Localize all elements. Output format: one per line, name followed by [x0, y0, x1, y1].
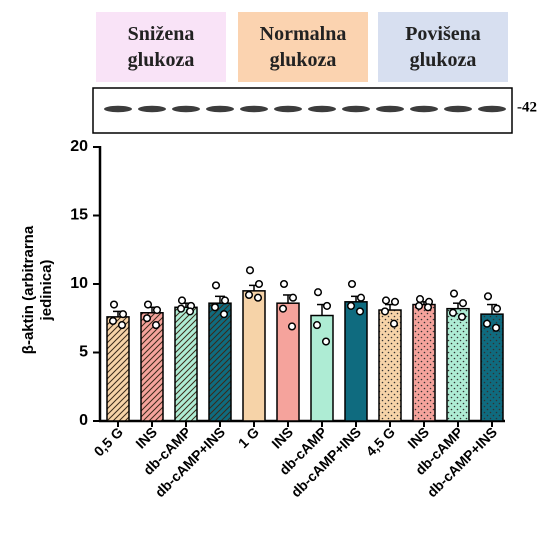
data-point — [355, 307, 365, 316]
bar — [174, 306, 198, 422]
data-point — [177, 296, 187, 305]
data-point — [118, 310, 128, 319]
x-tick-label: 4,5 G — [363, 424, 399, 460]
x-tick-label: INS — [132, 424, 160, 452]
data-point — [346, 301, 356, 310]
data-point — [415, 295, 425, 304]
data-point — [312, 321, 322, 330]
data-point — [414, 301, 424, 310]
data-point — [390, 297, 400, 306]
data-point — [108, 316, 118, 326]
error-bar — [215, 295, 225, 304]
y-axis-label: β-aktin (arbitrarna jedinica) — [20, 225, 55, 355]
data-point — [117, 321, 127, 330]
data-point — [449, 289, 459, 298]
data-point — [347, 279, 357, 289]
blot-band — [342, 105, 370, 113]
group-header: Normalna glukoza — [238, 12, 368, 82]
error-bar — [487, 303, 497, 315]
data-point — [381, 296, 391, 305]
data-point — [151, 321, 161, 330]
bar — [480, 313, 504, 422]
x-tick-label: INS — [268, 424, 296, 452]
data-point — [458, 299, 468, 308]
data-point — [142, 314, 152, 323]
data-point — [143, 300, 153, 309]
data-point — [492, 304, 502, 313]
data-point — [321, 337, 331, 346]
data-point — [457, 312, 467, 321]
y-tick-label: 5 — [79, 344, 88, 361]
blot-band — [138, 105, 166, 113]
data-point — [491, 323, 501, 332]
blot-band — [104, 105, 132, 113]
data-point — [380, 307, 390, 316]
group-header: Snižena glukoza — [96, 12, 226, 82]
x-tick-label: 0,5 G — [91, 424, 127, 460]
x-tick-label: INS — [404, 424, 432, 452]
bar — [310, 314, 334, 422]
data-point — [448, 308, 458, 317]
blot-band — [240, 105, 268, 113]
data-point — [356, 293, 366, 302]
y-tick-label: 15 — [70, 207, 88, 224]
bar — [106, 316, 130, 422]
blot-band — [478, 105, 506, 113]
blot-band — [172, 105, 200, 113]
data-point — [176, 304, 186, 313]
data-point — [254, 279, 264, 289]
data-point — [185, 307, 195, 316]
data-point — [219, 310, 229, 319]
data-point — [288, 293, 298, 302]
data-point — [389, 319, 399, 328]
data-point — [278, 304, 288, 313]
bar — [140, 312, 164, 422]
bar — [378, 309, 402, 422]
blot-band — [274, 105, 302, 113]
blot-band — [206, 105, 234, 113]
bar — [344, 301, 368, 422]
data-point — [482, 319, 492, 328]
y-tick-label: 20 — [70, 138, 88, 155]
bar — [208, 302, 232, 422]
x-tick-label: 1 G — [235, 424, 262, 451]
data-point — [109, 300, 119, 309]
bar — [242, 290, 266, 422]
data-point — [322, 301, 332, 310]
y-tick-label: 0 — [79, 412, 88, 429]
data-point — [220, 296, 230, 305]
blot-band — [410, 105, 438, 113]
bar — [276, 302, 300, 422]
data-point — [253, 293, 263, 302]
data-point — [244, 290, 254, 300]
data-point — [483, 292, 493, 301]
data-point — [211, 281, 221, 290]
blot-band — [308, 105, 336, 113]
data-point — [313, 288, 323, 297]
data-point — [423, 303, 433, 312]
blot-band — [444, 105, 472, 113]
bar — [446, 307, 470, 422]
data-point — [152, 305, 162, 315]
data-point — [287, 322, 297, 331]
data-point — [279, 279, 289, 289]
data-point — [210, 303, 220, 312]
group-header: Povišena glukoza — [378, 12, 508, 82]
data-point — [245, 266, 255, 275]
blot-label: -42 — [517, 99, 537, 115]
bar — [412, 303, 436, 422]
y-tick-label: 10 — [70, 275, 88, 292]
blot-band — [376, 105, 404, 113]
